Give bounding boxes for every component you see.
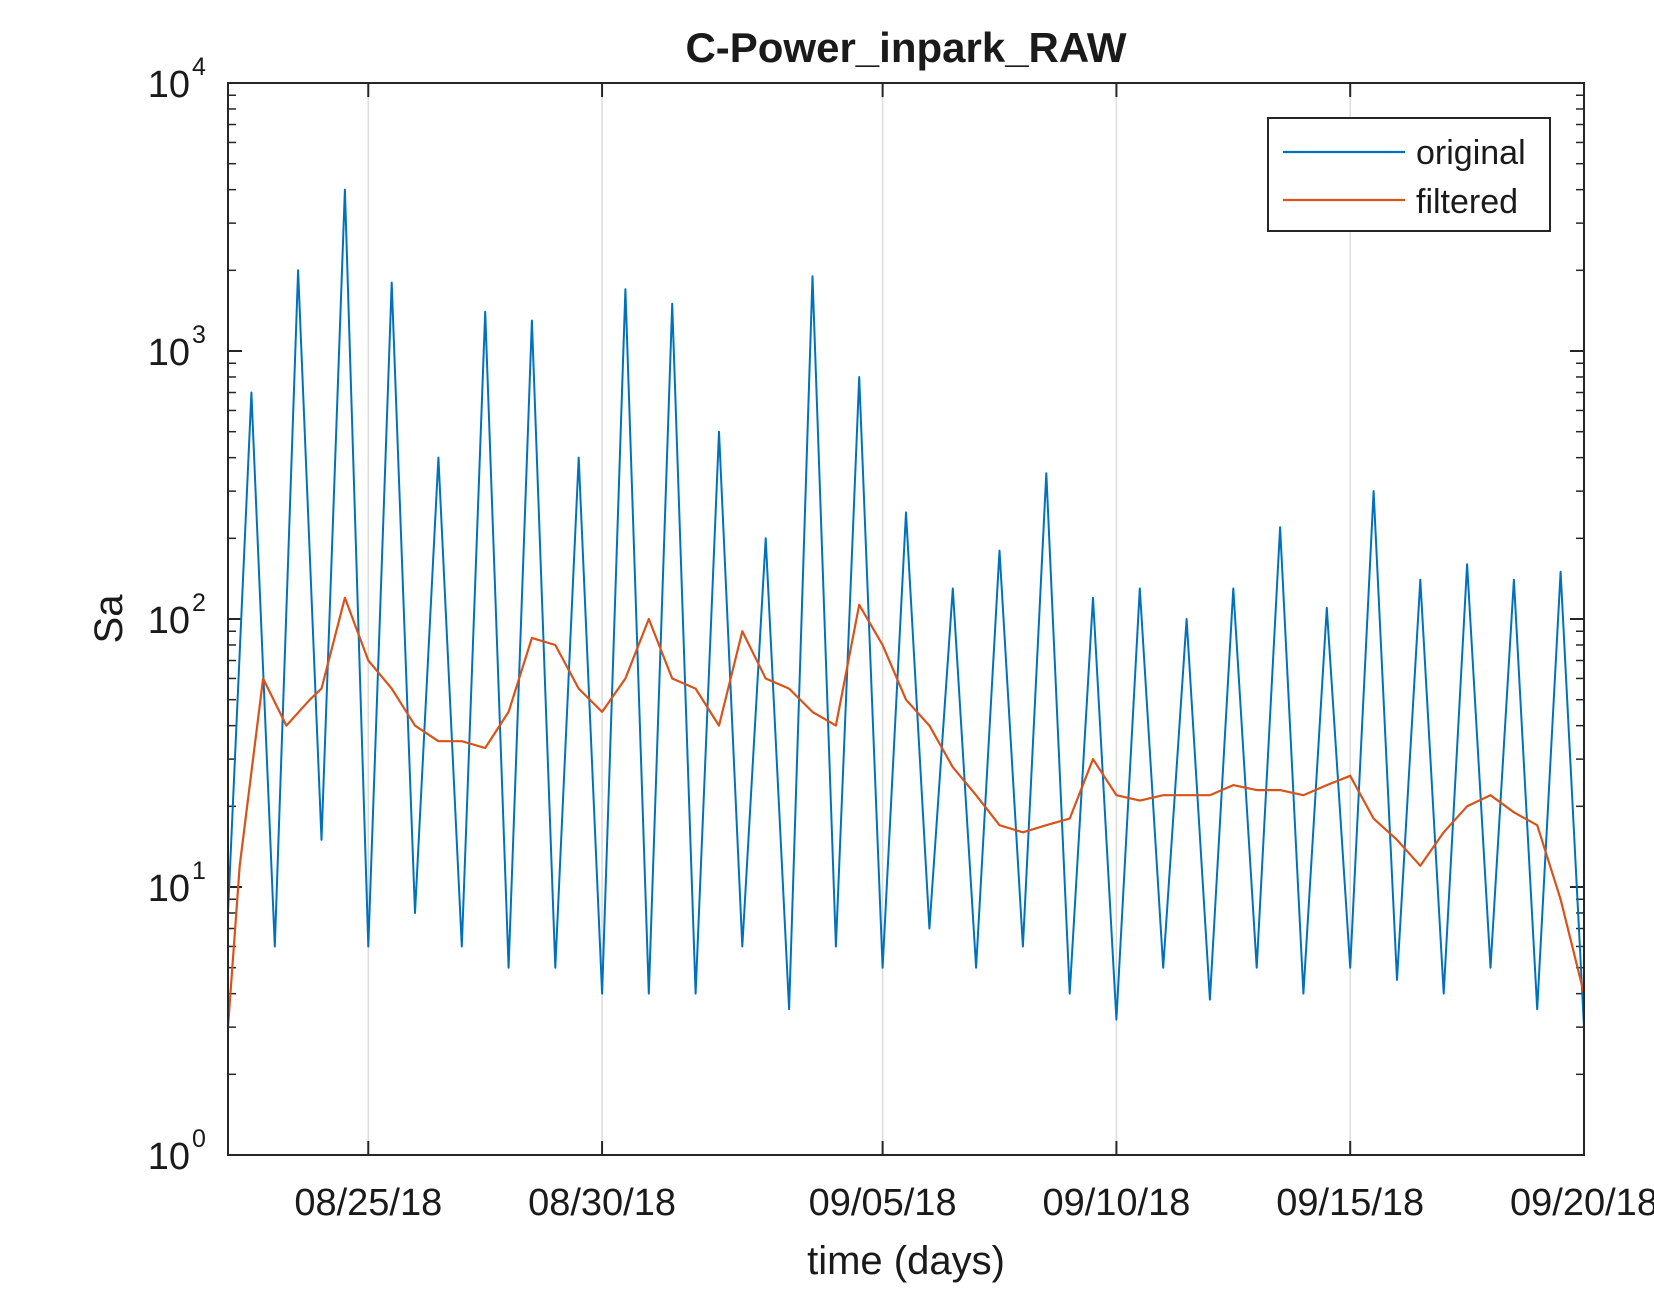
x-tick-label: 09/05/18 xyxy=(809,1182,957,1224)
axes-box xyxy=(227,82,1585,1156)
y-tick-label-exponent: 1 xyxy=(192,857,206,885)
series-line-original xyxy=(227,188,1585,1028)
y-tick-label-exponent: 2 xyxy=(192,589,206,617)
y-tick-label-exponent: 3 xyxy=(192,321,206,349)
x-tick-label: 08/30/18 xyxy=(528,1182,676,1224)
series-layer xyxy=(226,188,1586,1028)
x-tick-label: 09/20/18 xyxy=(1510,1182,1654,1224)
y-axis-label: Sa xyxy=(87,594,131,644)
legend-label-original: original xyxy=(1416,134,1526,172)
plot-area xyxy=(228,83,1584,1155)
x-tick-label: 09/10/18 xyxy=(1042,1182,1190,1224)
y-tick-label: 10 xyxy=(148,332,190,374)
y-tick-label: 10 xyxy=(148,600,190,642)
y-tick-label-exponent: 4 xyxy=(192,53,206,81)
legend-box xyxy=(1267,117,1551,232)
series-line-filtered xyxy=(226,596,1586,1028)
y-tick-label: 10 xyxy=(148,868,190,910)
y-tick-label-exponent: 0 xyxy=(192,1125,206,1153)
legend: original filtered xyxy=(1267,117,1551,232)
x-tick-label: 09/15/18 xyxy=(1276,1182,1424,1224)
x-axis-label: time (days) xyxy=(807,1239,1005,1283)
x-tick-label: 08/25/18 xyxy=(294,1182,442,1224)
y-tick-label: 10 xyxy=(148,1136,190,1178)
y-tick-label: 10 xyxy=(148,64,190,106)
chart-title: C-Power_inpark_RAW xyxy=(685,24,1126,71)
x-tick-labels: 08/25/18 08/30/18 09/05/18 09/10/18 09/15/18… xyxy=(294,1182,1654,1224)
legend-label-filtered: filtered xyxy=(1416,183,1518,221)
